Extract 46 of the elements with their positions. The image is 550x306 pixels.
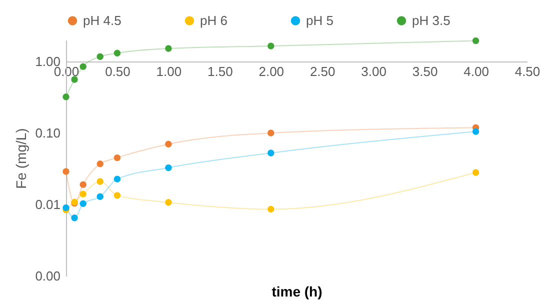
point [268, 206, 274, 213]
x-tick-label: 0.50 [105, 64, 130, 80]
x-tick-label: 3.00 [361, 64, 386, 80]
point [165, 45, 172, 52]
point [268, 42, 274, 50]
point [80, 63, 86, 70]
x-tick-label: 3.50 [412, 64, 438, 80]
point [80, 190, 86, 198]
point [96, 160, 104, 168]
point [71, 76, 78, 83]
point [472, 128, 480, 135]
x-axis-title: time (h) [272, 284, 322, 300]
point [114, 154, 121, 162]
legend-label: pH 4.5 [83, 12, 122, 28]
x-tick-label: 2.50 [310, 64, 336, 80]
point [114, 50, 121, 56]
point [165, 199, 172, 206]
point [62, 204, 70, 212]
x-tick-label: 2.00 [258, 64, 284, 80]
y-tick-label: 0.10 [35, 126, 60, 141]
point [80, 200, 86, 207]
point [268, 150, 274, 156]
legend-label: pH 3.5 [412, 12, 450, 28]
point [62, 94, 70, 100]
point [96, 193, 104, 200]
point [268, 130, 274, 136]
point [472, 169, 480, 176]
point [96, 178, 104, 185]
x-tick-label: 4.00 [464, 64, 489, 80]
x-tick-label: 4.50 [514, 64, 540, 80]
y-tick-label: 0.01 [35, 197, 60, 212]
point [80, 181, 86, 188]
point [114, 176, 121, 182]
point [472, 37, 480, 44]
x-tick-label: 1.00 [156, 64, 182, 80]
y-tick-label: 0.00 [35, 268, 60, 284]
point [62, 168, 70, 175]
legend-label: pH 5 [306, 12, 334, 28]
point [96, 53, 104, 60]
point [71, 214, 78, 222]
point [165, 164, 172, 172]
legend-label: pH 6 [200, 12, 228, 28]
point [165, 140, 172, 148]
y-axis-title: Fe (mg/L) [13, 128, 30, 189]
x-tick-label: 1.50 [208, 64, 233, 80]
point [114, 192, 121, 199]
